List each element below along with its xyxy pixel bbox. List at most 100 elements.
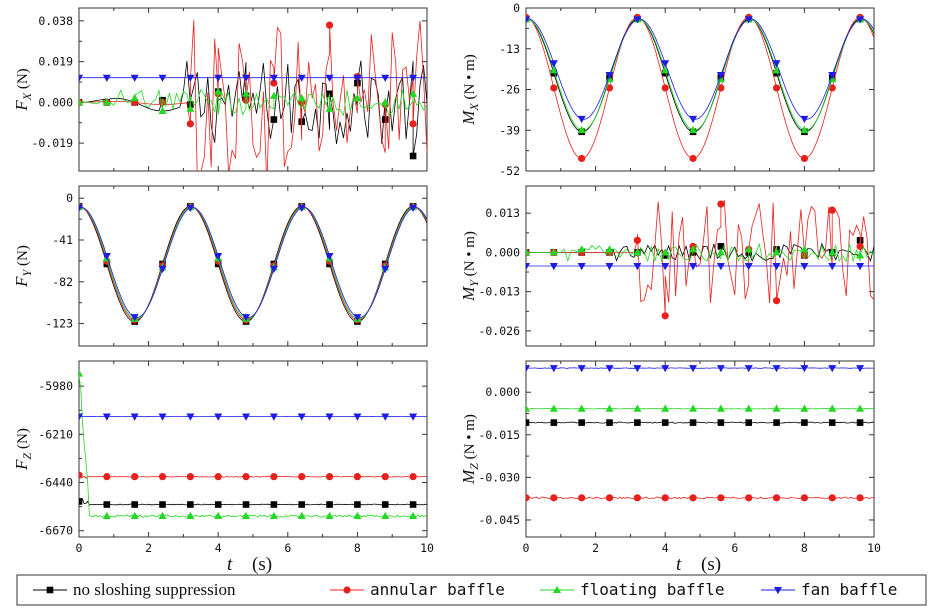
data-point (297, 511, 306, 520)
data-point (577, 263, 586, 271)
data-point (158, 413, 167, 421)
data-point (102, 74, 111, 82)
data-point (661, 494, 669, 502)
series-group (526, 199, 874, 320)
data-point (800, 263, 809, 271)
data-point (717, 419, 725, 426)
legend-item: fan baffle (761, 580, 897, 599)
data-point (605, 263, 614, 271)
data-point (102, 98, 111, 106)
y-tick-label: 0.000 (485, 245, 520, 259)
data-point (297, 74, 306, 82)
data-point (689, 365, 698, 373)
data-point (550, 84, 558, 92)
data-point (409, 204, 418, 212)
data-point (214, 473, 222, 481)
data-point (689, 419, 697, 426)
legend-item: annular baffle (330, 580, 505, 599)
data-point (717, 494, 725, 502)
data-point (828, 72, 837, 80)
plot-frame (525, 7, 875, 172)
data-point (353, 74, 362, 82)
y-tick-label: -6440 (38, 476, 73, 490)
data-point (526, 494, 530, 502)
y-tick-label: -6210 (38, 427, 73, 441)
legend-marker (553, 585, 561, 593)
y-tick-label: -26 (499, 83, 520, 97)
y-tick-label: -52 (499, 164, 520, 178)
y-axis-label: FX (N) (12, 68, 34, 111)
x-tick-label: 6 (731, 541, 738, 555)
data-point (186, 511, 195, 520)
data-point (606, 419, 613, 426)
data-point (549, 60, 558, 68)
data-point (354, 501, 361, 508)
data-point (130, 314, 139, 322)
y-axis-label: MX (N • m) (459, 54, 481, 126)
data-point (550, 419, 558, 426)
data-point (856, 494, 864, 502)
data-point (856, 419, 864, 426)
data-point (772, 84, 781, 92)
y-tick-label: -41 (52, 233, 73, 247)
data-point (578, 419, 585, 426)
data-point (269, 91, 278, 99)
data-point (661, 312, 669, 320)
data-point (130, 511, 139, 520)
data-point (325, 104, 334, 112)
data-point (79, 471, 83, 479)
data-point (689, 154, 697, 163)
legend-items: no sloshing suppression annular baffle flo… (33, 580, 897, 599)
series-line-1 (79, 19, 427, 171)
data-point (79, 204, 83, 212)
data-point (242, 473, 250, 481)
legend-label: floating baffle (580, 580, 725, 599)
data-point (325, 511, 334, 520)
data-point (158, 265, 167, 274)
legend: no sloshing suppression annular baffle flo… (16, 574, 927, 606)
data-point (661, 419, 669, 426)
legend-marker (343, 586, 351, 594)
data-point (159, 501, 166, 508)
data-point (828, 263, 837, 271)
data-point (269, 265, 278, 274)
series-line-1 (526, 199, 874, 316)
data-point (353, 473, 361, 481)
data-point (158, 511, 167, 520)
data-point (409, 74, 418, 82)
panel-Fx: 0.038 0.019 0.000 -0.019 FX (N) (12, 7, 428, 172)
data-point (633, 404, 642, 412)
y-tick-label: -5980 (38, 379, 73, 393)
data-point (577, 245, 586, 253)
data-point (214, 511, 223, 520)
data-point (526, 16, 530, 24)
data-point (716, 248, 725, 256)
data-point (744, 263, 753, 271)
y-axis-label: FY (N) (12, 245, 34, 288)
series-line-2 (526, 242, 874, 263)
data-point (661, 66, 670, 74)
y-tick-label: 0 (66, 191, 73, 205)
data-point (298, 501, 306, 508)
data-point (800, 154, 809, 163)
series-line-2 (79, 375, 427, 518)
data-point (689, 404, 698, 412)
data-point (717, 243, 725, 250)
data-point (856, 365, 865, 373)
data-point (242, 314, 251, 322)
data-point (242, 501, 250, 508)
data-point (409, 501, 417, 508)
data-point (828, 365, 837, 373)
data-point (381, 413, 390, 421)
data-point (79, 98, 83, 106)
data-point (269, 413, 278, 421)
x-tick-label: 0 (523, 541, 530, 555)
data-point (214, 413, 223, 421)
data-point (353, 511, 362, 520)
data-point (214, 74, 223, 82)
data-point (187, 501, 194, 508)
data-point (381, 473, 389, 481)
data-point (270, 79, 278, 87)
